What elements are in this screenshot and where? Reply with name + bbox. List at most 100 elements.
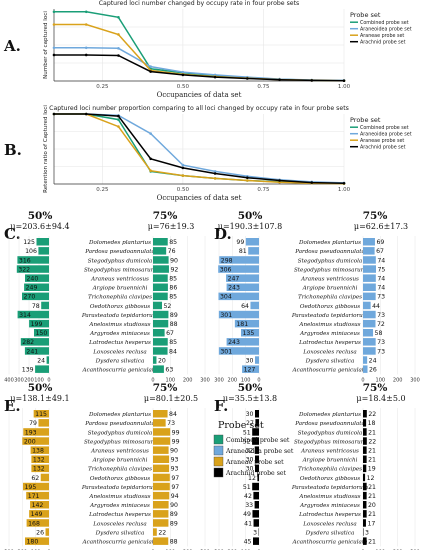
right-value-label: 74 xyxy=(377,257,385,264)
left-bar xyxy=(25,274,49,282)
left-bar xyxy=(38,419,49,427)
left-value-label: 301 xyxy=(220,312,232,319)
series-point xyxy=(52,10,56,14)
right-mean: μ=76±19.3 xyxy=(148,222,195,231)
bar-panel-c: 50%μ=203.6±94.475%μ=76±19.3C.400 300 200 10… xyxy=(4,210,210,384)
left-value-label: 78 xyxy=(32,303,40,310)
right-bar xyxy=(153,356,157,364)
legend-entry: Arachnid probe set xyxy=(360,40,406,46)
right-bar xyxy=(153,491,170,500)
right-value-label: 22 xyxy=(368,411,376,418)
right-bar xyxy=(153,247,167,255)
left-value-label: 150 xyxy=(36,330,48,337)
x-tick-label: 0.25 xyxy=(96,187,109,193)
left-value-label: 30 xyxy=(246,411,254,418)
panel-letter: B. xyxy=(4,141,22,159)
series-point xyxy=(149,169,152,172)
left-bar xyxy=(226,283,259,291)
left-bar xyxy=(245,238,259,246)
bar-panel-f: 50%μ=35.5±13.875%μ=18.4±5.0F.30020010000… xyxy=(214,382,420,550)
left-bar xyxy=(45,528,49,536)
right-bar xyxy=(153,338,168,346)
left-value-label: 62 xyxy=(31,475,39,482)
right-header: 75% xyxy=(153,210,178,222)
left-bar xyxy=(226,338,259,346)
species-label: Oedothorax gibbosus xyxy=(90,476,150,482)
series-point xyxy=(117,125,120,128)
right-value-label: 67 xyxy=(166,330,174,337)
series-point xyxy=(213,172,217,175)
legend-swatch xyxy=(213,456,224,467)
left-bar xyxy=(255,410,259,418)
left-value-label: 115 xyxy=(35,411,47,418)
right-bar xyxy=(363,446,367,454)
series-point xyxy=(181,166,185,170)
series-line xyxy=(54,113,345,185)
right-bar xyxy=(153,510,169,518)
legend-entry: Araneae probe set xyxy=(225,459,284,466)
left-value-label: 304 xyxy=(220,294,232,301)
x-tick-label: 1.00 xyxy=(338,187,351,193)
left-bar xyxy=(254,446,259,454)
left-value-label: 30 xyxy=(246,466,254,473)
left-bar xyxy=(34,329,49,337)
left-bar xyxy=(252,510,259,518)
left-bar xyxy=(30,446,49,454)
series-point xyxy=(246,179,249,182)
species-label: Stegodyphus mimosarum xyxy=(84,267,156,273)
species-label: Latrodectus hesperus xyxy=(298,512,361,518)
left-bar xyxy=(35,365,49,373)
series-point xyxy=(117,118,120,121)
right-bar xyxy=(363,247,375,255)
right-bar xyxy=(153,464,170,473)
right-bar xyxy=(153,482,170,491)
right-value-label: 44 xyxy=(372,303,380,310)
right-bar xyxy=(153,537,169,545)
left-value-label: 33 xyxy=(245,502,253,509)
y-axis-label: Retention ratio of Captured loci xyxy=(43,105,49,193)
left-value-label: 316 xyxy=(19,257,31,264)
species-label: Loxosceles reclusa xyxy=(302,349,356,355)
right-bar xyxy=(363,501,367,509)
right-mean: μ=18.4±5.0 xyxy=(356,394,405,403)
right-value-label: 97 xyxy=(171,484,179,491)
legend-entry: Arachnid probe set xyxy=(360,145,406,151)
right-bar xyxy=(153,528,157,536)
right-value-label: 21 xyxy=(368,457,376,464)
legend-title: Probe set xyxy=(350,116,381,124)
left-mean: μ=190.3±107.8 xyxy=(218,222,282,231)
series-point xyxy=(342,79,346,83)
species-label: Argiope bruennichi xyxy=(92,458,148,464)
right-value-label: 88 xyxy=(170,321,178,328)
right-value-label: 73 xyxy=(377,348,385,355)
bar-panel-e: 50%μ=138.1±49.175%μ=80.1±20.5E.300200100… xyxy=(4,382,210,550)
right-bar xyxy=(363,510,367,518)
right-value-label: 26 xyxy=(369,367,377,374)
species-label: Pardosa pseudoannulata xyxy=(84,421,155,427)
left-value-label: 127 xyxy=(244,367,256,374)
left-value-label: 49 xyxy=(243,511,251,518)
left-bar xyxy=(241,329,259,337)
series-point xyxy=(52,46,56,50)
right-value-label: 89 xyxy=(170,312,178,319)
series-point xyxy=(213,177,217,180)
left-tick-label: 0 xyxy=(47,378,50,384)
species-label: Argiope bruennichi xyxy=(92,286,148,292)
left-bar xyxy=(17,256,49,264)
left-value-label: 181 xyxy=(236,321,248,328)
left-tick-label: 100 xyxy=(34,378,44,384)
panel-letter: F. xyxy=(214,397,228,415)
left-bar xyxy=(252,482,259,491)
right-tick-label: 0 xyxy=(151,378,154,384)
species-label: Araneus ventricosus xyxy=(90,277,149,283)
left-value-label: 322 xyxy=(18,266,30,273)
left-bar xyxy=(257,473,259,482)
right-bar xyxy=(363,310,376,319)
right-value-label: 89 xyxy=(170,520,178,527)
right-tick-label: 300 xyxy=(410,378,420,384)
series-point xyxy=(84,53,88,57)
right-bar xyxy=(153,319,169,328)
left-bar xyxy=(248,247,259,255)
right-bar xyxy=(153,419,166,427)
left-bar xyxy=(254,501,259,509)
